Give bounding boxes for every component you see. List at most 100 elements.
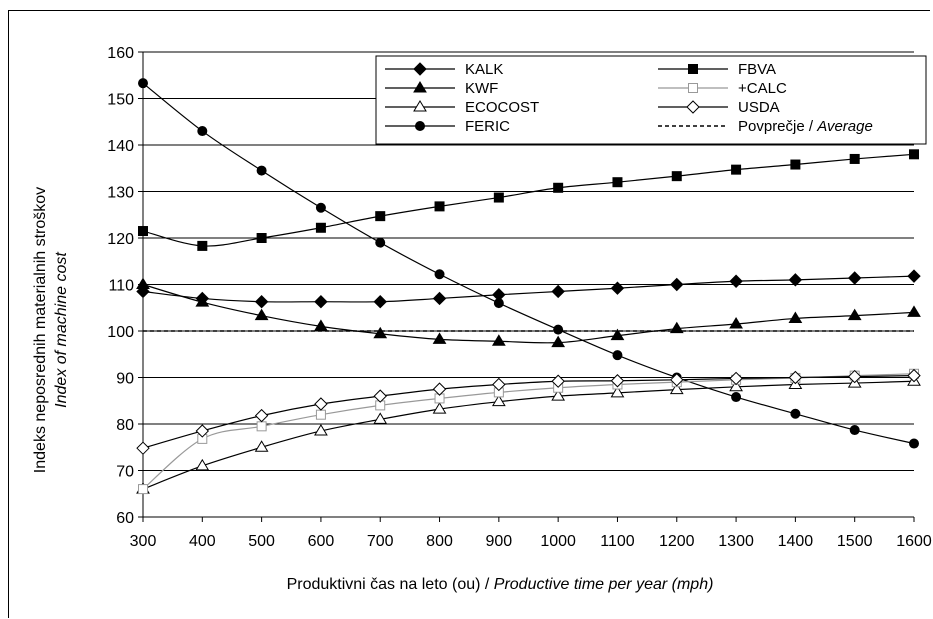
y-tick-label: 140 <box>107 138 134 155</box>
data-point <box>612 350 623 361</box>
data-point <box>254 294 269 309</box>
series-line <box>142 373 915 490</box>
x-tick-label: 700 <box>367 533 394 550</box>
data-point <box>551 374 565 388</box>
legend-marker <box>688 83 698 93</box>
series-group <box>136 78 921 495</box>
x-tick-label: 1500 <box>837 533 873 550</box>
data-point <box>432 291 447 306</box>
x-axis-title-english: Productive time per year (mph) <box>494 576 714 593</box>
data-point <box>254 440 269 452</box>
x-tick-label: 1100 <box>600 533 635 550</box>
x-tick-labels: 300 400 500 600 700 800 900 1000 1100 1200 1300 140… <box>130 533 932 550</box>
y-tick-label: 160 <box>107 45 134 62</box>
data-point <box>847 308 862 321</box>
data-point <box>492 377 506 392</box>
data-point <box>315 222 326 233</box>
data-point <box>671 171 682 182</box>
x-tick-label: 1300 <box>718 533 754 550</box>
data-point <box>373 294 387 309</box>
data-point <box>909 149 919 160</box>
legend-marker <box>413 81 427 93</box>
data-point <box>315 409 326 420</box>
data-point <box>670 373 684 387</box>
y-tick-label: 60 <box>116 510 134 527</box>
series-line <box>142 283 915 344</box>
x-tick-label: 1000 <box>540 533 576 550</box>
data-point <box>373 389 387 403</box>
data-point <box>790 159 801 170</box>
series-0 <box>136 269 921 309</box>
data-point <box>434 269 445 280</box>
data-point <box>195 295 210 307</box>
series-6 <box>136 368 921 455</box>
data-point <box>551 335 566 348</box>
data-point <box>788 370 803 385</box>
legend-label: +CALC <box>738 80 787 97</box>
y-tick-label: 120 <box>107 231 134 248</box>
data-point <box>373 412 388 424</box>
x-tick-label: 800 <box>426 533 453 550</box>
y-tick-label: 100 <box>107 324 134 341</box>
data-point <box>195 424 210 438</box>
legend-label: KWF <box>465 80 498 97</box>
data-point <box>254 408 269 423</box>
data-point <box>551 284 565 299</box>
data-point <box>256 233 267 243</box>
data-point <box>314 424 328 436</box>
legend-marker <box>688 64 698 74</box>
data-point <box>909 438 919 449</box>
x-tick-label: 1400 <box>778 533 814 550</box>
data-point <box>375 211 386 222</box>
data-point <box>553 182 564 193</box>
legend-label: FBVA <box>738 61 776 78</box>
y-axis-title-english: Index of machine cost <box>53 252 70 408</box>
data-point <box>553 324 564 335</box>
data-point <box>375 237 386 248</box>
legend-label: KALK <box>465 61 503 78</box>
data-point <box>847 369 862 384</box>
x-axis-title: Produktivni čas na leto (ou) / Productiv… <box>287 576 714 593</box>
data-point <box>314 397 328 411</box>
data-point <box>610 385 625 398</box>
data-point <box>612 177 623 188</box>
y-tick-label: 70 <box>116 464 134 481</box>
data-point <box>315 202 326 213</box>
data-point <box>256 165 267 176</box>
data-point <box>729 317 743 329</box>
legend-marker <box>686 100 700 114</box>
x-tick-label: 900 <box>485 533 512 550</box>
series-3 <box>138 78 919 449</box>
data-point <box>729 379 743 392</box>
legend-label-plain: Povprečje / <box>738 118 817 135</box>
data-point <box>907 269 921 283</box>
data-point <box>849 425 860 436</box>
data-point <box>432 332 447 344</box>
data-point <box>138 484 148 495</box>
x-tick-label: 600 <box>308 533 335 550</box>
data-point <box>256 421 267 432</box>
data-point <box>314 294 328 309</box>
data-point <box>197 126 208 137</box>
y-tick-label: 80 <box>116 417 134 434</box>
x-axis-title-slovene: Produktivni čas na leto (ou) / <box>287 576 494 593</box>
data-point <box>254 308 269 321</box>
legend-marker <box>413 100 427 112</box>
data-point <box>669 382 684 395</box>
data-point <box>790 408 801 419</box>
x-tick-label: 1200 <box>659 533 695 550</box>
data-point <box>788 273 803 287</box>
data-point <box>138 78 148 89</box>
x-tick-label: 500 <box>248 533 275 550</box>
chart-frame <box>8 10 930 618</box>
data-point <box>197 240 208 251</box>
y-tick-label: 90 <box>116 371 134 388</box>
data-point <box>195 458 210 471</box>
data-point <box>432 382 447 396</box>
legend: KALK KWF ECOCOST FERIC FBVA +CALC USDA Povprečj… <box>375 55 927 145</box>
legend-label-italic: Average <box>816 118 873 135</box>
data-point <box>731 392 742 403</box>
data-point <box>551 389 566 401</box>
legend-label: Povprečje / Average <box>738 118 873 135</box>
data-point <box>610 328 625 341</box>
